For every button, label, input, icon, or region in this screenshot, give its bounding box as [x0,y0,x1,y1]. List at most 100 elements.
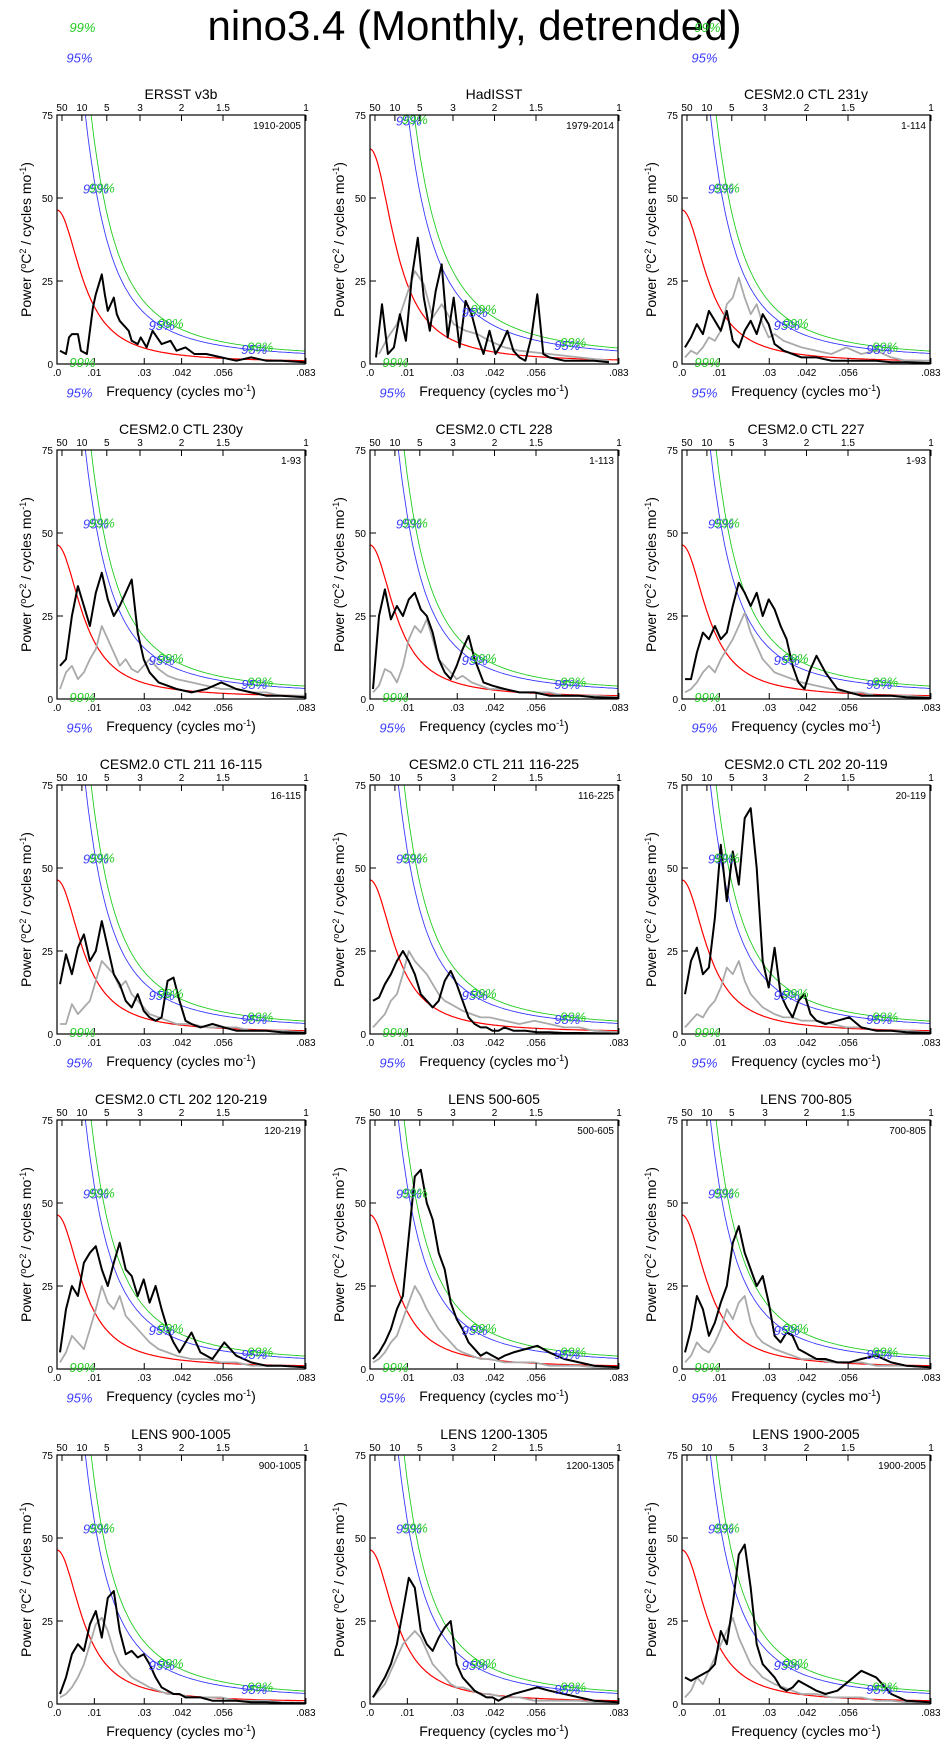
y-tick-label: 75 [42,111,54,122]
y-tick-label: 25 [355,277,367,288]
ci-label: 95% [66,1391,92,1406]
x-tick-label: .083 [921,368,941,379]
x-axis-label: Frequency (cycles mo-1) [731,718,881,734]
period-tick-label: 50 [681,1108,693,1119]
x-axis-label-sup: -1 [243,1723,251,1733]
x-tick-label: .056 [526,1373,546,1384]
year-range-label: 1-114 [901,121,926,132]
y-axis-label-sup: o [331,264,341,269]
y-tick-label: 50 [355,194,367,205]
x-tick-label: .01 [87,1373,101,1384]
x-tick-label: .01 [712,1373,726,1384]
gray-series-line [684,960,930,1034]
ci-label: 99% [560,1679,586,1694]
y-axis-label-sup: 2 [331,919,341,924]
plot-area [682,450,930,699]
period-tick-label: 50 [369,103,381,114]
period-tick-label: 5 [104,1443,110,1454]
y-axis-label-mid: / cycles mo [331,1514,347,1588]
period-tick-label: 10 [389,1443,401,1454]
y-axis-label: Power (oC2 / cycles mo-1) [331,497,347,652]
ci-label: 99% [872,1679,898,1694]
panel-title: CESM2.0 CTL 211 16-115 [100,756,263,772]
ci-label: 95% [708,182,734,197]
chart-panel: 95%99%95%99%95%99%95%99%.0.01.03.042.056… [18,355,316,734]
period-tick-label: 50 [56,103,68,114]
period-tick-label: 5 [417,103,423,114]
ci-label: 95% [691,51,717,66]
x-axis-label-sup: -1 [556,1723,564,1733]
gray-series-line [59,1616,305,1704]
x-tick-label: .0 [53,368,62,379]
x-axis-label: Frequency (cycles mo-1) [106,383,256,399]
x-tick-label: .042 [172,368,192,379]
ci95-line [84,1455,305,1694]
black-series-line [684,807,930,1034]
period-tick-label: 1.5 [529,1443,543,1454]
ci-label: 95% [866,677,892,692]
y-tick-label: 25 [355,612,367,623]
y-axis-label-sup: o [331,1604,341,1609]
y-axis-label: Power (oC2 / cycles mo-1) [643,832,659,987]
x-tick-label: .0 [366,1038,375,1049]
black-series-line [372,588,618,699]
period-tick-label: 5 [417,438,423,449]
y-axis-label: Power (oC2 / cycles mo-1) [18,162,34,317]
year-range-label: 1910-2005 [253,121,301,132]
red-noise-line [682,544,930,697]
y-axis-label: Power (oC2 / cycles mo-1) [643,162,659,317]
panel-title: CESM2.0 CTL 228 [436,421,553,437]
y-axis-label-sup: -1 [331,1172,341,1180]
x-tick-label: .083 [296,1038,316,1049]
ci99-line [403,450,618,687]
x-tick-label: .083 [296,1708,316,1719]
period-tick-label: 50 [56,438,68,449]
chart-panel: 95%99%95%99%95%99%95%99%.0.01.03.042.056… [18,1360,316,1739]
plot-area [57,785,305,1034]
x-axis-label-end: ) [564,1388,569,1404]
x-tick-label: .01 [87,703,101,714]
y-axis-label-sup: o [18,1269,28,1274]
chart-panel: 95%99%95%99%95%99%95%99%.0.01.03.042.056… [643,20,941,399]
chart-panel: 95%99%95%99%95%99%95%99%.0.01.03.042.056… [643,690,941,1069]
gray-series-line [59,625,305,697]
y-tick-label: 75 [667,1116,679,1127]
ci-label: 95% [396,1522,422,1537]
plot-area [370,1120,618,1369]
y-tick-label: 50 [355,1199,367,1210]
black-series-line [685,581,930,699]
y-tick-label: 25 [42,612,54,623]
y-axis-label-sup: o [331,599,341,604]
period-tick-label: 10 [701,773,713,784]
x-axis-label-sup: -1 [868,383,876,393]
y-tick-label: 0 [360,1365,366,1376]
ci-label: 99% [471,302,497,317]
ci-label: 95% [149,318,175,333]
y-axis-label-mid: C [331,254,347,264]
year-range-label: 1-93 [281,456,301,467]
x-axis-label-text: Frequency (cycles mo [731,718,868,734]
red-noise-line [682,1214,930,1367]
y-tick-label: 50 [667,1199,679,1210]
ci-label: 95% [241,1682,267,1697]
x-axis-label-sup: -1 [868,718,876,728]
x-tick-label: .01 [712,368,726,379]
y-tick-label: 25 [667,277,679,288]
x-axis-label-end: ) [564,718,569,734]
y-tick-label: 75 [667,111,679,122]
period-tick-label: 5 [104,438,110,449]
ci-label: 95% [554,1682,580,1697]
ci-label: 99% [471,1656,497,1671]
y-tick-label: 25 [355,1282,367,1293]
ci95-line [709,450,930,689]
y-tick-label: 50 [355,864,367,875]
ci-label: 99% [694,1025,720,1040]
x-tick-label: .0 [366,368,375,379]
period-tick-label: 1.5 [841,1108,855,1119]
period-tick-label: 50 [369,773,381,784]
x-tick-label: .03 [137,1373,151,1384]
x-tick-label: .01 [87,1708,101,1719]
period-tick-label: 1 [928,103,934,114]
ci-label: 99% [714,850,740,865]
year-range-label: 120-219 [264,1126,301,1137]
